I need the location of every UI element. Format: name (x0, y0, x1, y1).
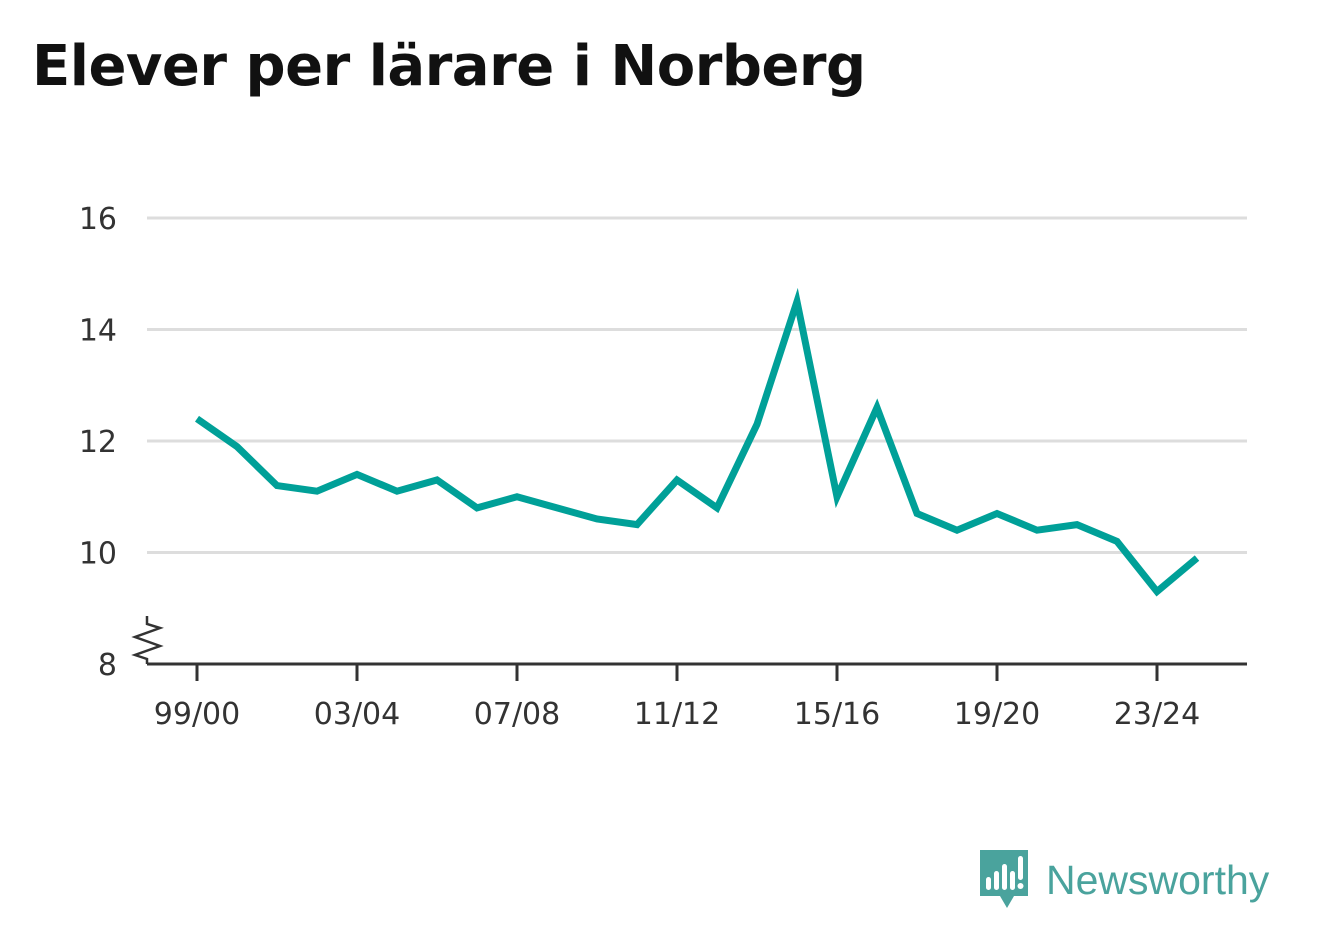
x-tick-label: 11/12 (634, 697, 720, 732)
series-layer (194, 287, 1200, 597)
x-tick-label: 23/24 (1114, 697, 1200, 732)
x-axis: 99/00 03/04 07/08 11/12 15/16 19/20 23/24 (147, 662, 1247, 732)
gridlines (147, 216, 1247, 554)
axis-break-mark (131, 616, 164, 664)
x-tick-label: 07/08 (474, 697, 560, 732)
y-tick-label: 16 (79, 202, 117, 237)
brand-logo: Newsworthy (980, 848, 1269, 912)
x-tick-label: 19/20 (954, 697, 1040, 732)
y-tick-label: 14 (79, 314, 117, 349)
x-tick-label: 15/16 (794, 697, 880, 732)
x-tick-label: 03/04 (314, 697, 400, 732)
y-axis: 8 10 12 14 16 (79, 202, 164, 683)
x-tick-label: 99/00 (154, 697, 240, 732)
y-tick-label: 10 (79, 537, 117, 572)
chart-title: Elever per lärare i Norberg (32, 34, 866, 99)
y-tick-label: 8 (98, 648, 117, 683)
series-line (194, 287, 1200, 597)
y-tick-label: 12 (79, 425, 117, 460)
newsworthy-logo-icon (980, 850, 1028, 908)
brand-name: Newsworthy (1046, 856, 1270, 903)
